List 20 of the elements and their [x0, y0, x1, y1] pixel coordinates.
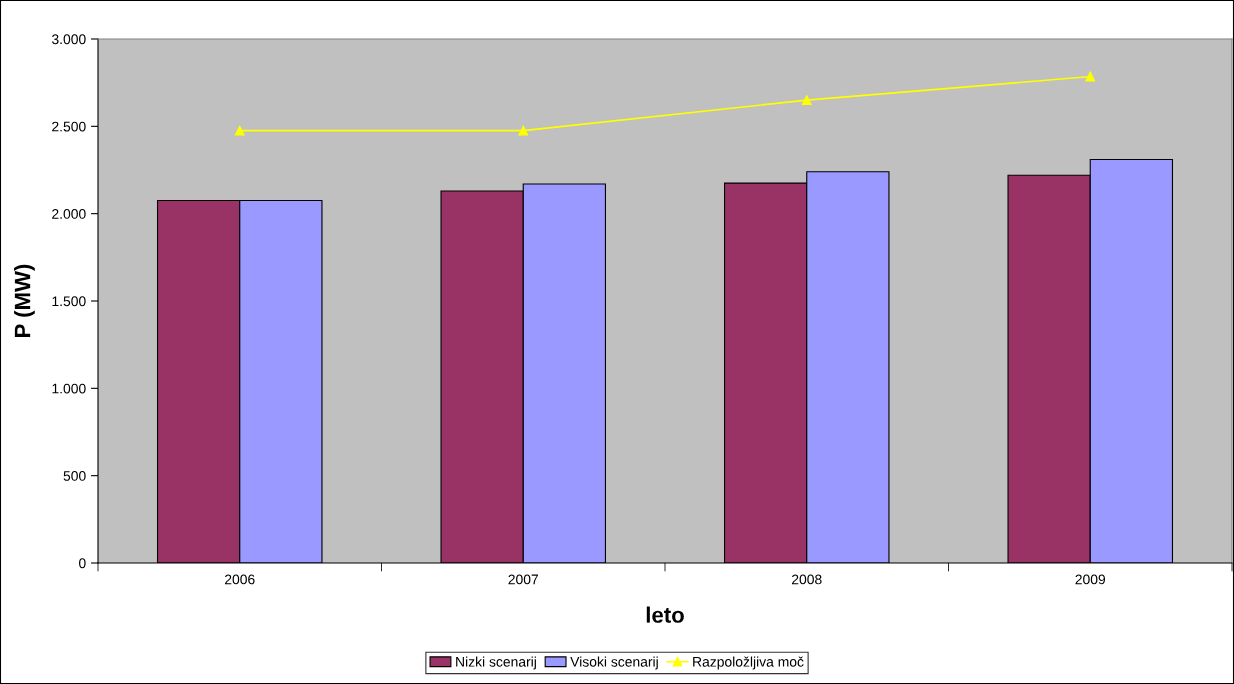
point	[1085, 71, 1096, 82]
x-tick-label: 2007	[508, 574, 538, 585]
y-tick-label: 2.500	[52, 121, 86, 132]
legend-label: Nizki scenarij	[456, 656, 536, 670]
y-tick-label: 1.000	[52, 383, 86, 394]
y-tick-label: 2.000	[52, 209, 86, 219]
legend-label: Visoki scenarij	[570, 656, 658, 670]
point	[234, 125, 245, 136]
point	[518, 125, 529, 136]
legend-label: Razpoložljiva moč	[693, 656, 804, 670]
x-tick-label: 2006	[225, 574, 255, 585]
x-axis-title: leto	[646, 606, 684, 623]
x-tick-label: 2009	[1075, 574, 1106, 585]
y-axis-title: P (MW)	[14, 264, 35, 337]
y-tick-label: 3.000	[51, 34, 86, 45]
y-tick-label: 1.500	[52, 296, 86, 307]
y-tick-label: 500	[63, 471, 86, 481]
point	[801, 95, 812, 105]
x-tick-label: 2008	[792, 574, 822, 585]
y-tick-label: 0	[79, 558, 86, 569]
